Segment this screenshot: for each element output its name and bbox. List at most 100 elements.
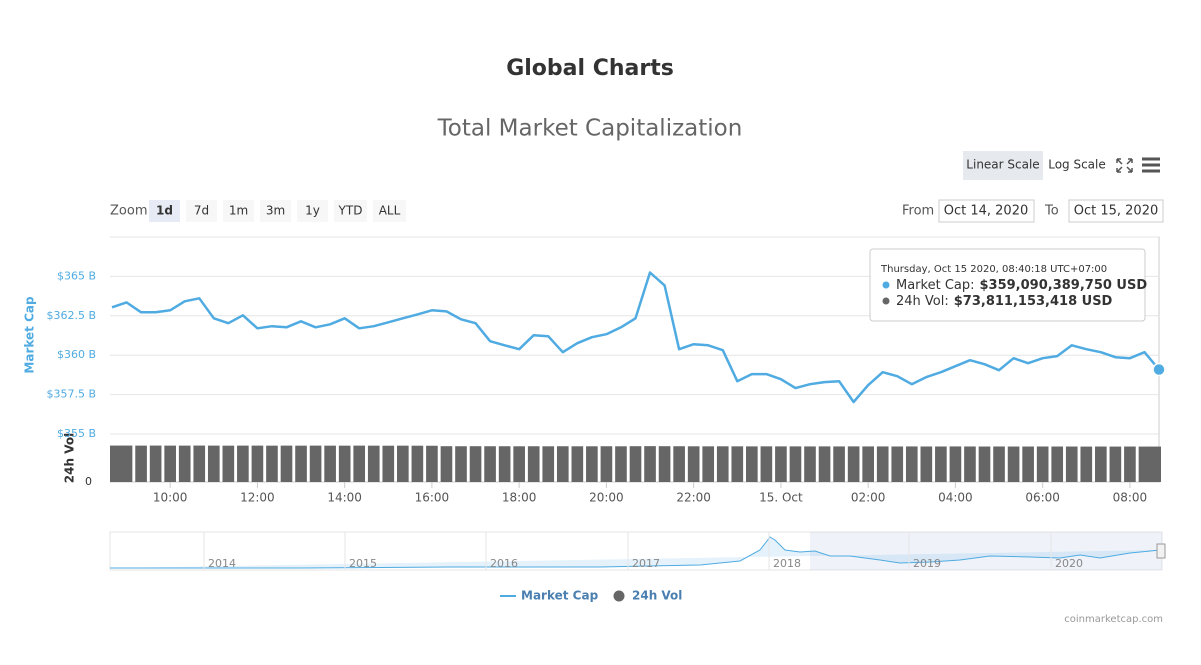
tooltip: Thursday, Oct 15 2020, 08:40:18 UTC+07:0…	[869, 248, 1147, 322]
y2-tick-label: 0	[85, 475, 92, 488]
zoom-button-bg[interactable]	[260, 200, 291, 222]
volume-bar	[746, 446, 758, 482]
volume-bar	[818, 446, 831, 482]
navigator-label: 2017	[632, 557, 660, 570]
volume-bar	[1109, 446, 1122, 482]
volume-bar	[847, 446, 860, 482]
volume-bar	[455, 446, 467, 482]
volume-bar	[397, 445, 409, 482]
zoom-button-bg[interactable]	[186, 200, 217, 222]
volume-bar	[935, 446, 947, 482]
x-tick-label: 04:00	[938, 491, 973, 505]
x-tick-label: 20:00	[589, 491, 624, 505]
scale-button[interactable]: Linear Scale	[966, 158, 1039, 172]
volume-bar	[731, 446, 744, 482]
volume-bar	[920, 446, 933, 482]
volume-bar	[164, 445, 176, 482]
page-title: Global Charts	[506, 56, 674, 81]
volume-bar	[207, 445, 220, 482]
legend-dot[interactable]	[613, 590, 625, 602]
volume-bar	[266, 445, 278, 482]
navigator-labels: 2014 2015 2016 2017 2018 2019 2020	[203, 532, 1083, 570]
zoom-button-bg[interactable]	[223, 200, 254, 222]
volume-bar	[658, 446, 671, 482]
x-tick-label: 16:00	[415, 491, 450, 505]
scale-buttons: Linear Scale Log Scale	[963, 151, 1106, 180]
zoom-button-bg[interactable]	[149, 200, 180, 222]
tooltip-swatch	[882, 297, 890, 305]
volume-bar	[1149, 446, 1161, 482]
volume-bar	[789, 446, 802, 482]
navigator-label: 2016	[490, 557, 518, 570]
scale-button-bg[interactable]	[963, 151, 1043, 180]
volume-bar	[1124, 446, 1136, 482]
zoom-button[interactable]: 1d	[156, 204, 173, 218]
volume-bar	[527, 446, 540, 482]
volume-bar	[309, 445, 322, 482]
legend-label[interactable]: Market Cap	[521, 589, 599, 603]
zoom-button[interactable]: YTD	[338, 204, 363, 218]
from-date[interactable]: Oct 14, 2020	[944, 204, 1029, 219]
from-input[interactable]	[938, 199, 1035, 223]
zoom-button[interactable]: 7d	[194, 204, 209, 218]
y-tick-label: $365 B	[57, 269, 96, 282]
y2-axis-title: 24h Vol	[63, 433, 77, 483]
x-tick-label: 15. Oct	[759, 491, 803, 505]
zoom-buttons: 1d 7d 1m 3m 1y YTD ALL	[149, 200, 406, 222]
volume-bar	[382, 445, 395, 482]
to-date[interactable]: Oct 15, 2020	[1074, 204, 1159, 219]
volume-bar	[280, 445, 293, 482]
volume-bar	[804, 446, 816, 482]
volume-bar	[1036, 446, 1049, 482]
navigator-label: 2018	[773, 557, 801, 570]
volume-bar	[149, 445, 162, 482]
volume-bar	[237, 445, 249, 482]
volume-bar	[775, 446, 787, 482]
zoom-button[interactable]: 1m	[229, 204, 248, 218]
volume-bar	[426, 445, 438, 482]
to-input[interactable]	[1068, 199, 1164, 223]
volume-bar	[120, 445, 133, 482]
tooltip-box	[869, 248, 1146, 322]
navigator-selection	[810, 532, 1162, 570]
zoom-button[interactable]: 3m	[266, 204, 285, 218]
volume-bar	[556, 446, 569, 482]
zoom-button-bg[interactable]	[297, 200, 328, 222]
zoom-button-bg[interactable]	[373, 200, 406, 222]
zoom-label: Zoom	[110, 204, 147, 219]
y-tick-label: $360 B	[57, 348, 96, 361]
volume-bar	[469, 446, 482, 482]
fullscreen-icon[interactable]	[1116, 158, 1133, 173]
volume-bar	[135, 445, 147, 482]
tooltip-swatch	[882, 281, 890, 289]
zoom-button-bg[interactable]	[334, 200, 367, 222]
x-tick-label: 10:00	[153, 491, 188, 505]
y-tick-label: $357.5 B	[46, 388, 96, 401]
volume-bar	[876, 446, 889, 482]
zoom-button[interactable]: ALL	[379, 204, 401, 218]
volume-bar	[891, 446, 904, 482]
menu-icon[interactable]	[1142, 157, 1160, 173]
y-tick-label: $362.5 B	[46, 309, 96, 322]
volume-bar	[295, 445, 307, 482]
tooltip-label: Market Cap:	[896, 278, 975, 293]
volume-bar	[338, 445, 351, 482]
volume-bar	[1138, 446, 1151, 482]
tooltip-date: Thursday, Oct 15 2020, 08:40:18 UTC+07:0…	[880, 264, 1107, 275]
scale-button[interactable]: Log Scale	[1048, 158, 1106, 172]
volume-bar	[716, 446, 729, 482]
from-label: From	[902, 204, 934, 219]
volume-bar	[1022, 446, 1034, 482]
volume-bar	[702, 446, 715, 482]
tooltip-value: $73,811,153,418 USD	[954, 294, 1113, 309]
volume-bar	[251, 445, 264, 482]
volume-bar	[178, 445, 191, 482]
legend-label[interactable]: 24h Vol	[632, 589, 682, 603]
volume-bar	[862, 446, 874, 482]
volume-bar	[571, 446, 584, 482]
volume-bar	[629, 446, 642, 482]
navigator-handle[interactable]	[1156, 543, 1166, 559]
zoom-button[interactable]: 1y	[305, 204, 320, 218]
